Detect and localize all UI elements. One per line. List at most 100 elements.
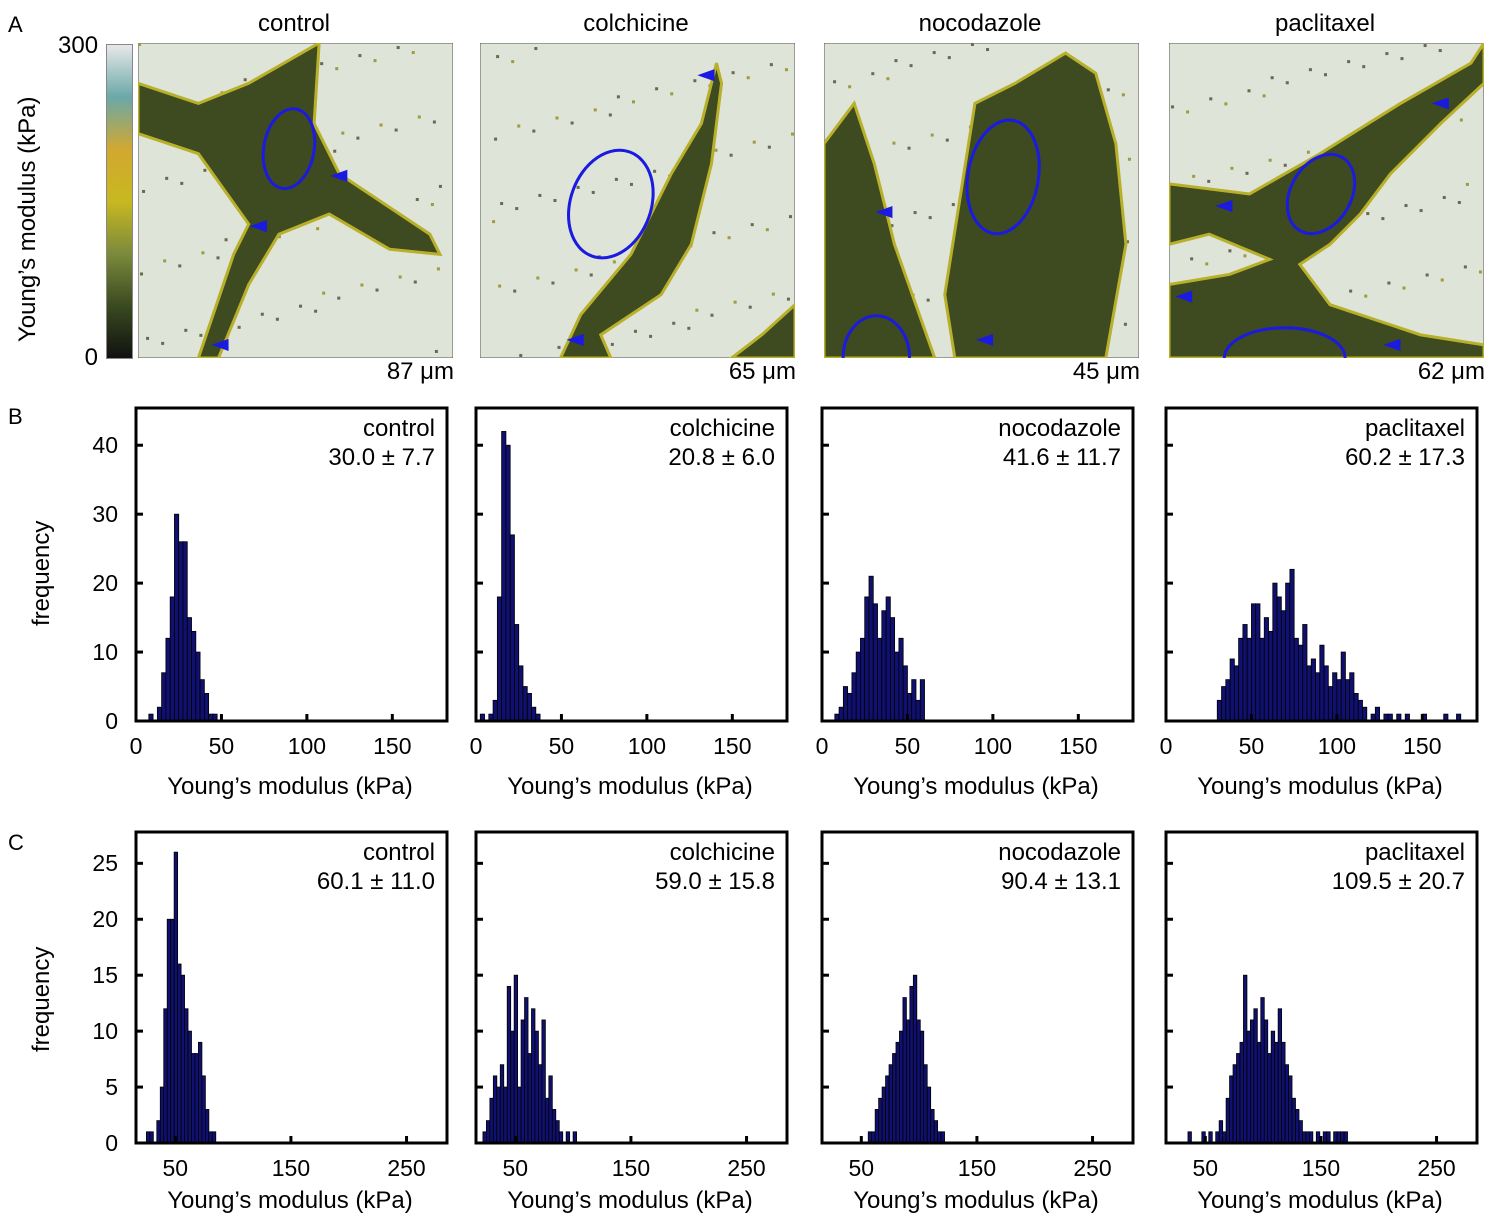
arrowhead-marker [249, 220, 267, 233]
cell-region [138, 43, 443, 358]
speckle [1459, 118, 1463, 122]
histogram-bar [1353, 693, 1359, 722]
histogram-bar [146, 1131, 151, 1144]
histogram-bar [527, 1053, 532, 1144]
legend-stat: 59.0 ± 15.8 [655, 868, 775, 895]
histogram-bar [1268, 630, 1274, 722]
legend-stat: 109.5 ± 20.7 [1331, 868, 1465, 895]
histogram-bar [194, 1053, 199, 1144]
histogram-C-control [134, 830, 449, 1145]
histogram-bar [1267, 1053, 1272, 1144]
speckle [180, 181, 184, 185]
x-axis-label: Young’s modulus (kPa) [507, 773, 753, 800]
x-tick-label: 250 [1417, 1155, 1456, 1181]
y-tick-label: 20 [92, 570, 118, 597]
histogram-bar [1315, 1131, 1321, 1144]
speckle [1121, 93, 1125, 97]
scale-label: 87 μm [386, 358, 454, 385]
speckle [765, 228, 769, 232]
row-b-ylabel: frequency [28, 520, 55, 626]
plot-frame [1164, 406, 1479, 723]
cell-region [824, 100, 937, 358]
histogram-bar [482, 1131, 487, 1144]
histogram-bar [572, 1131, 577, 1144]
legend: colchicine 20.8 ± 6.0 [525, 414, 775, 472]
speckle [335, 67, 339, 71]
histogram-bar [902, 997, 907, 1144]
histogram-bar [912, 974, 918, 1144]
histogram-bar [923, 1064, 928, 1144]
histogram-bar [211, 1131, 217, 1144]
histogram-bar [513, 974, 519, 1144]
legend-stat: 20.8 ± 6.0 [668, 444, 775, 471]
speckle [203, 168, 207, 172]
x-tick-label: 150 [1301, 1155, 1341, 1181]
speckle [432, 120, 436, 124]
histogram-bar [184, 1008, 189, 1144]
speckle [672, 321, 676, 325]
x-tick-label: 100 [1317, 733, 1357, 759]
x-tick-label: 100 [627, 733, 667, 759]
histogram-bar [1343, 1131, 1348, 1144]
speckle [930, 133, 934, 137]
histogram-bar [531, 1008, 536, 1144]
speckle [277, 235, 281, 239]
speckle [260, 312, 264, 316]
histogram-B-control [134, 406, 449, 723]
speckle [608, 113, 612, 117]
image-title-nocodazole: nocodazole [918, 10, 1042, 37]
speckle [727, 236, 731, 240]
speckle [163, 259, 167, 263]
speckle [515, 207, 519, 211]
speckle [1465, 182, 1469, 186]
colorbar-max-label: 300 [58, 32, 99, 59]
histogram-bar [204, 1109, 210, 1144]
histogram-bar [1274, 1041, 1279, 1144]
speckle [610, 342, 614, 346]
histogram-bar [505, 444, 511, 722]
histogram-bar [1298, 644, 1304, 722]
histogram-bar [878, 1097, 883, 1144]
legend: control 30.0 ± 7.7 [185, 414, 435, 472]
image-title-colchicine: colchicine [583, 10, 689, 37]
speckle [871, 72, 875, 76]
speckle [589, 273, 593, 277]
speckle [511, 60, 515, 64]
speckle [788, 215, 792, 219]
histogram-bar [182, 541, 188, 722]
histogram-bar [888, 1064, 893, 1144]
histogram-bar [548, 1075, 553, 1144]
histogram-bar [1315, 672, 1321, 722]
speckle [687, 326, 691, 330]
speckle [913, 211, 917, 215]
arrowhead-marker [697, 69, 715, 82]
histogram-bar [1306, 665, 1312, 722]
speckle [670, 92, 674, 96]
x-tick-label: 150 [271, 1155, 311, 1181]
histogram-bar [544, 1097, 550, 1144]
speckle [216, 256, 220, 260]
speckle [570, 121, 574, 125]
histogram-bar [492, 699, 498, 722]
speckle [199, 333, 203, 337]
speckle [576, 185, 580, 189]
histogram-bar [933, 1120, 939, 1144]
x-tick-label: 250 [727, 1155, 766, 1181]
speckle [1230, 166, 1234, 170]
x-tick-label: 50 [894, 733, 921, 759]
histogram-bar [1285, 582, 1291, 722]
stiffness-map-image [480, 43, 795, 358]
x-tick-label: 50 [502, 1155, 529, 1181]
histogram-bar [915, 699, 921, 722]
histogram-bar [534, 1030, 539, 1144]
speckle [513, 289, 517, 293]
speckle [178, 264, 182, 268]
histogram-bar [486, 1120, 491, 1144]
speckle [224, 238, 228, 242]
speckle [731, 71, 735, 75]
speckle [928, 216, 932, 220]
arrowhead-marker [1383, 338, 1401, 351]
histogram-bar [868, 575, 874, 722]
y-tick-label: 0 [105, 708, 118, 734]
